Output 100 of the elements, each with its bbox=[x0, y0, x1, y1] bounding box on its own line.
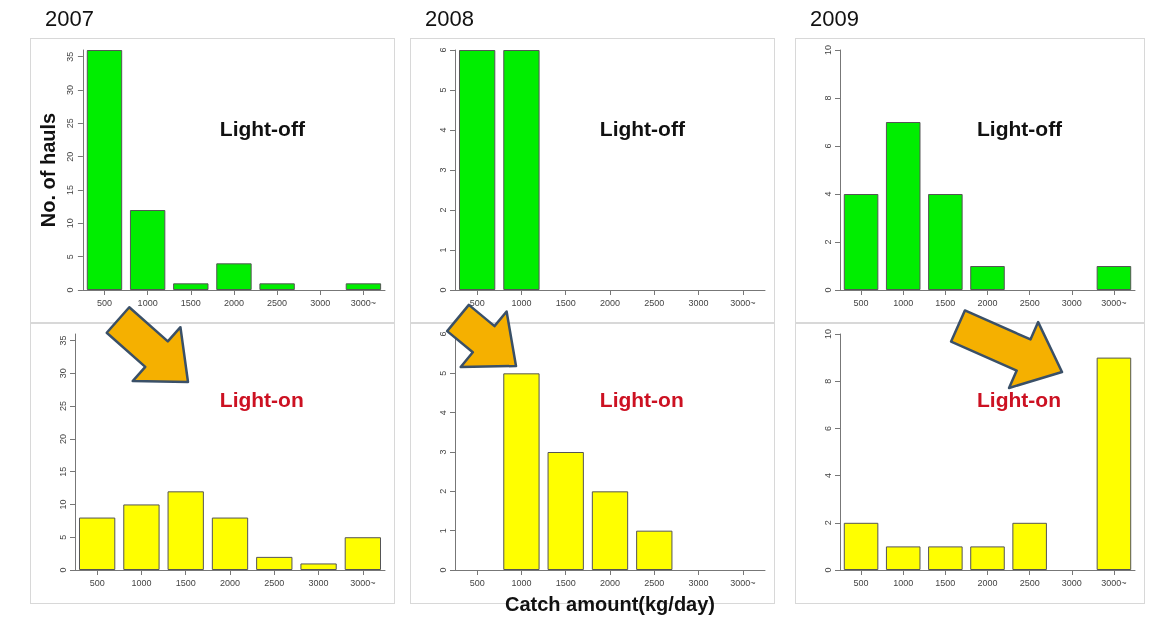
bar bbox=[1096, 357, 1132, 570]
x-tick-label: 500 bbox=[469, 297, 485, 308]
y-tick-label: 4 bbox=[822, 473, 833, 479]
bar bbox=[123, 504, 160, 570]
y-tick-label: 0 bbox=[57, 567, 68, 573]
y-tick-label: 30 bbox=[65, 84, 76, 96]
x-tick-label: 3000~ bbox=[730, 297, 756, 308]
x-tick-label: 1000 bbox=[137, 297, 158, 308]
y-tick-label: 2 bbox=[822, 239, 833, 245]
y-tick-label: 2 bbox=[437, 207, 448, 213]
x-tick-label: 2500 bbox=[1019, 297, 1040, 308]
x-tick-label: 1500 bbox=[175, 577, 196, 588]
bar bbox=[173, 283, 209, 290]
x-tick-label: 2000 bbox=[977, 297, 998, 308]
x-tick-label: 2500 bbox=[1019, 577, 1040, 588]
annotation: Light-off bbox=[599, 116, 686, 140]
bar bbox=[970, 546, 1005, 570]
x-tick-label: 2000 bbox=[977, 577, 998, 588]
annotation: Light-off bbox=[977, 116, 1064, 140]
y-tick-label: 35 bbox=[57, 335, 68, 346]
y-tick-label: 10 bbox=[822, 44, 833, 56]
bar bbox=[129, 210, 166, 290]
y-tick-label: 5 bbox=[437, 87, 448, 93]
x-tick-label: 3000~ bbox=[350, 297, 377, 308]
bar bbox=[345, 283, 382, 290]
bar bbox=[503, 373, 540, 570]
bar bbox=[216, 263, 252, 290]
x-tick-label: 3000 bbox=[1061, 577, 1082, 588]
annotation: Light-on bbox=[977, 388, 1061, 412]
x-tick-label: 1000 bbox=[893, 577, 914, 588]
y-tick-label: 20 bbox=[65, 151, 76, 162]
y-tick-label: 30 bbox=[57, 368, 68, 379]
x-tick-label: 1500 bbox=[555, 297, 576, 308]
x-tick-label: 2000 bbox=[599, 297, 621, 308]
x-tick-label: 2000 bbox=[223, 297, 244, 308]
bar bbox=[591, 491, 629, 570]
bar bbox=[928, 194, 963, 290]
x-tick-label: 1000 bbox=[131, 577, 152, 588]
y-tick-label: 3 bbox=[437, 167, 448, 173]
x-tick-label: 1000 bbox=[511, 577, 532, 588]
x-tick-label: 3000~ bbox=[730, 577, 756, 588]
bar bbox=[1096, 266, 1132, 290]
x-tick-label: 3000 bbox=[688, 297, 709, 308]
x-tick-label: 500 bbox=[89, 577, 105, 588]
y-tick-label: 5 bbox=[437, 370, 448, 376]
y-tick-label: 25 bbox=[57, 401, 68, 412]
x-tick-label: 3000~ bbox=[350, 577, 376, 588]
y-tick-label: 0 bbox=[822, 567, 833, 573]
y-tick-label: 15 bbox=[57, 466, 68, 477]
x-tick-label: 1000 bbox=[511, 297, 532, 308]
y-tick-label: 6 bbox=[822, 425, 833, 431]
bar bbox=[636, 530, 673, 570]
x-tick-label: 2500 bbox=[644, 297, 665, 308]
y-tick-label: 0 bbox=[437, 287, 448, 293]
x-tick-label: 2500 bbox=[267, 297, 288, 308]
y-tick-label: 0 bbox=[65, 287, 76, 293]
x-tick-label: 1000 bbox=[893, 297, 914, 308]
y-tick-label: 6 bbox=[437, 331, 448, 337]
x-tick-label: 3000~ bbox=[1101, 297, 1127, 308]
y-tick-label: 0 bbox=[822, 287, 833, 293]
y-tick-label: 5 bbox=[65, 254, 76, 260]
bar bbox=[970, 266, 1005, 290]
bar bbox=[78, 517, 116, 570]
x-tick-label: 1500 bbox=[935, 577, 956, 588]
x-tick-label: 1500 bbox=[180, 297, 201, 308]
x-tick-label: 1500 bbox=[935, 297, 956, 308]
bar bbox=[547, 452, 584, 570]
bar bbox=[843, 194, 879, 290]
y-tick-label: 1 bbox=[437, 247, 448, 253]
y-tick-label: 25 bbox=[65, 118, 76, 129]
x-tick-label: 2000 bbox=[219, 577, 241, 588]
x-tick-label: 2000 bbox=[599, 577, 621, 588]
annotation: Light-on bbox=[599, 388, 684, 412]
y-tick-label: 10 bbox=[65, 218, 76, 229]
x-tick-label: 500 bbox=[469, 577, 485, 588]
y-tick-label: 10 bbox=[822, 328, 833, 340]
y-tick-label: 10 bbox=[57, 499, 68, 510]
bar bbox=[259, 283, 295, 290]
bar bbox=[1012, 522, 1047, 570]
bar bbox=[300, 563, 337, 570]
chart-title: 2008 bbox=[425, 5, 474, 31]
y-tick-label: 8 bbox=[822, 378, 833, 384]
x-tick-label: 500 bbox=[853, 577, 869, 588]
y-tick-label: 4 bbox=[437, 127, 448, 133]
y-tick-label: 6 bbox=[822, 143, 833, 149]
x-tick-label: 3000~ bbox=[1101, 577, 1127, 588]
y-tick-label: 8 bbox=[822, 95, 833, 101]
bar bbox=[885, 122, 921, 290]
y-tick-label: 2 bbox=[437, 488, 448, 494]
x-axis-title: Catch amount(kg/day) bbox=[504, 593, 716, 615]
y-tick-label: 4 bbox=[822, 191, 833, 197]
annotation: Light-off bbox=[219, 116, 306, 140]
bar bbox=[843, 522, 879, 570]
bar bbox=[256, 556, 293, 570]
bar bbox=[344, 537, 382, 570]
bar bbox=[211, 517, 249, 570]
y-tick-label: 15 bbox=[65, 184, 76, 196]
y-tick-label: 1 bbox=[437, 528, 448, 534]
x-tick-label: 3000 bbox=[310, 297, 331, 308]
y-axis-title: No. of hauls bbox=[37, 112, 59, 228]
